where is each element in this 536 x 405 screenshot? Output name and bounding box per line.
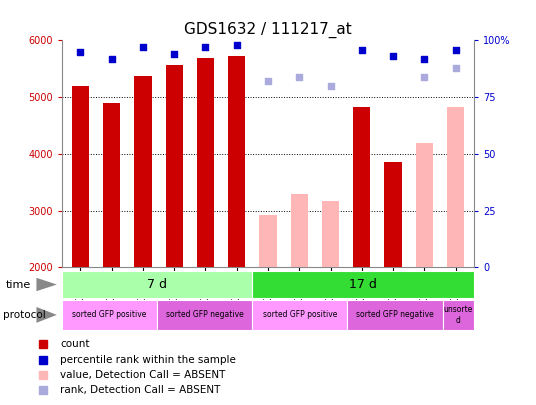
Bar <box>347 300 443 330</box>
Point <box>389 53 397 60</box>
Bar <box>62 300 157 330</box>
Text: sorted GFP positive: sorted GFP positive <box>72 310 146 320</box>
Text: count: count <box>60 339 90 350</box>
Text: value, Detection Call = ABSENT: value, Detection Call = ABSENT <box>60 370 225 380</box>
Title: GDS1632 / 111217_at: GDS1632 / 111217_at <box>184 21 352 38</box>
Bar <box>135 76 152 267</box>
Point <box>76 49 85 55</box>
Point <box>139 44 147 51</box>
Bar <box>157 300 252 330</box>
Point <box>170 51 178 58</box>
Polygon shape <box>36 278 57 291</box>
Bar <box>62 271 252 298</box>
Point <box>233 42 241 48</box>
Bar <box>103 103 120 267</box>
Text: time: time <box>5 279 31 290</box>
Text: sorted GFP negative: sorted GFP negative <box>356 310 434 320</box>
Bar <box>443 300 474 330</box>
Bar <box>72 86 89 267</box>
Bar <box>416 143 433 267</box>
Text: unsorte
d: unsorte d <box>444 305 473 324</box>
Text: sorted GFP negative: sorted GFP negative <box>166 310 243 320</box>
Point <box>201 44 210 51</box>
Bar <box>197 58 214 267</box>
Bar <box>322 201 339 267</box>
Point <box>420 74 429 80</box>
Bar <box>252 271 474 298</box>
Bar <box>447 107 464 267</box>
Text: 7 d: 7 d <box>147 278 167 291</box>
Point <box>107 55 116 62</box>
Point <box>451 64 460 71</box>
Point <box>451 46 460 53</box>
Text: 17 d: 17 d <box>349 278 377 291</box>
Bar <box>252 300 347 330</box>
Bar <box>259 215 277 267</box>
Point <box>264 78 272 85</box>
Bar <box>228 56 245 267</box>
Point <box>420 55 429 62</box>
Text: percentile rank within the sample: percentile rank within the sample <box>60 355 236 364</box>
Bar <box>384 162 401 267</box>
Point <box>326 83 335 89</box>
Text: sorted GFP positive: sorted GFP positive <box>263 310 337 320</box>
Bar <box>291 194 308 267</box>
Text: protocol: protocol <box>3 310 46 320</box>
Text: rank, Detection Call = ABSENT: rank, Detection Call = ABSENT <box>60 385 220 395</box>
Point <box>295 74 303 80</box>
Polygon shape <box>36 307 57 323</box>
Bar <box>353 107 370 267</box>
Bar <box>166 66 183 267</box>
Point <box>358 46 366 53</box>
